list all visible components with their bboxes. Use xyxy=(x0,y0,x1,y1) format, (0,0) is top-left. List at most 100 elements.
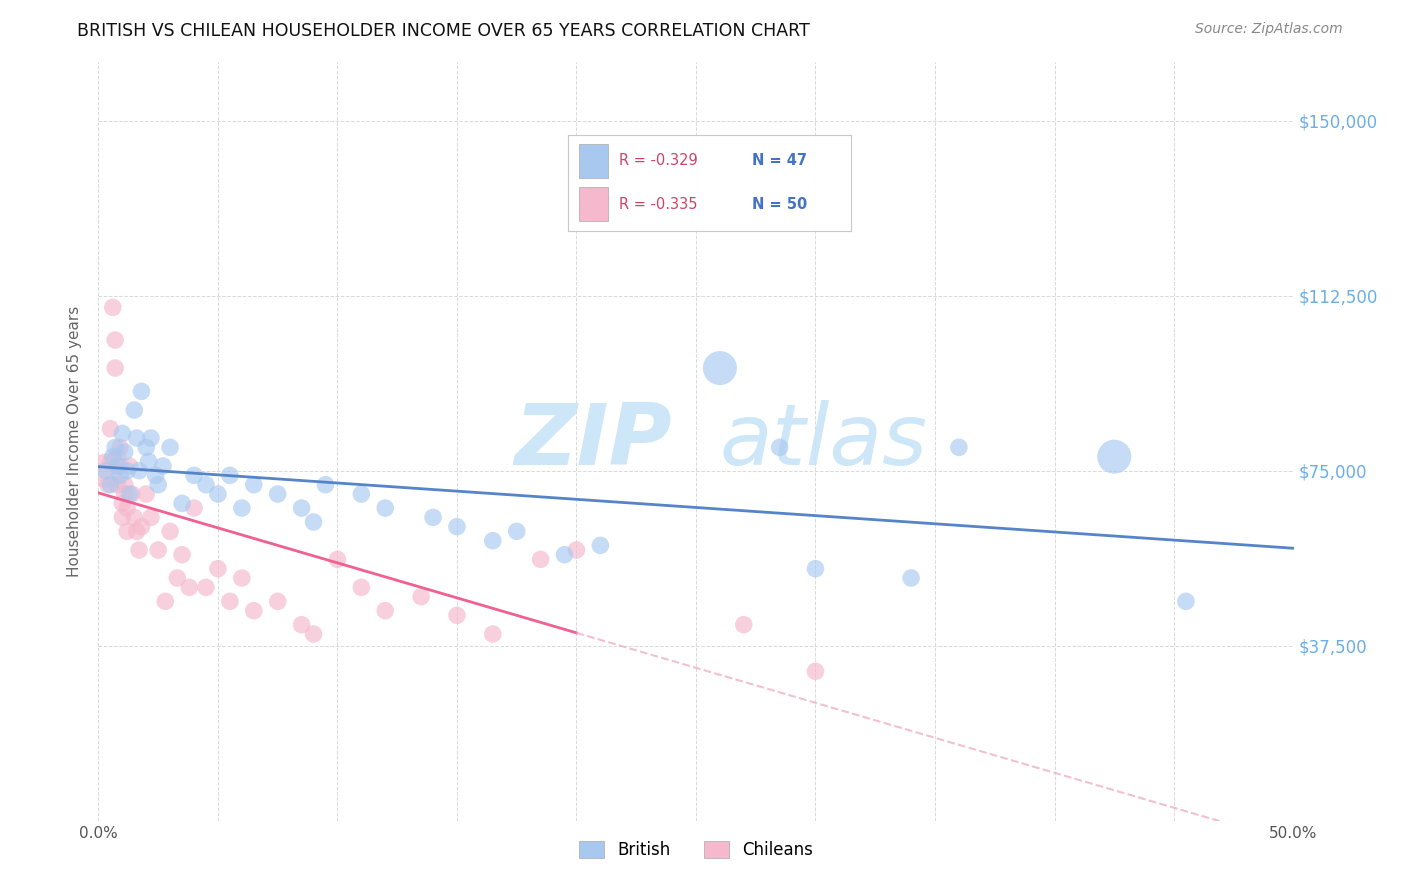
Point xyxy=(125,431,148,445)
Point xyxy=(139,510,162,524)
Point xyxy=(530,552,553,566)
Point xyxy=(97,477,120,491)
Point xyxy=(104,441,127,455)
Text: N = 47: N = 47 xyxy=(752,153,807,168)
Point xyxy=(446,608,468,623)
Point xyxy=(148,477,170,491)
Text: N = 50: N = 50 xyxy=(752,197,807,212)
Point xyxy=(481,627,505,641)
Point xyxy=(101,301,124,315)
Point xyxy=(124,510,146,524)
Point xyxy=(125,524,148,539)
Point xyxy=(131,384,153,399)
Point xyxy=(148,543,170,558)
Point xyxy=(589,538,612,552)
Point xyxy=(243,604,266,618)
Point xyxy=(135,441,157,455)
Point xyxy=(128,464,150,478)
Point xyxy=(948,441,970,455)
Point xyxy=(374,604,396,618)
Point xyxy=(207,562,229,576)
Point xyxy=(114,477,136,491)
Point xyxy=(115,524,138,539)
Point xyxy=(804,665,827,679)
Point xyxy=(291,617,314,632)
Point xyxy=(231,501,253,516)
Point xyxy=(804,562,827,576)
Point xyxy=(179,580,201,594)
Point xyxy=(108,458,131,473)
Point xyxy=(219,468,242,483)
Point xyxy=(350,580,373,594)
Point xyxy=(326,552,349,566)
Point xyxy=(152,458,174,473)
Bar xyxy=(579,187,607,221)
Point xyxy=(267,487,290,501)
Point xyxy=(291,501,314,516)
Point xyxy=(506,524,529,539)
Point xyxy=(709,361,731,376)
Point xyxy=(243,477,266,491)
Point xyxy=(315,477,337,491)
Point xyxy=(107,458,129,473)
Point xyxy=(114,487,136,501)
Point xyxy=(1104,450,1126,464)
Point xyxy=(422,510,444,524)
Text: ZIP: ZIP xyxy=(515,400,672,483)
Point xyxy=(118,487,141,501)
Point xyxy=(159,441,181,455)
Point xyxy=(733,617,755,632)
Point xyxy=(166,571,188,585)
Point xyxy=(101,450,124,464)
Point xyxy=(98,422,122,436)
Point xyxy=(195,580,218,594)
Point xyxy=(172,548,194,562)
Point xyxy=(94,464,117,478)
Point xyxy=(139,431,162,445)
Point xyxy=(159,524,181,539)
Point xyxy=(118,458,141,473)
Point xyxy=(350,487,373,501)
Point xyxy=(138,454,160,468)
Text: R = -0.329: R = -0.329 xyxy=(619,153,697,168)
Point xyxy=(183,501,205,516)
Point xyxy=(183,468,205,483)
Point xyxy=(114,445,136,459)
Point xyxy=(124,403,146,417)
Point xyxy=(219,594,242,608)
Point xyxy=(111,496,134,510)
Point xyxy=(104,361,127,376)
Point xyxy=(231,571,253,585)
Point xyxy=(411,590,433,604)
Text: atlas: atlas xyxy=(720,400,928,483)
Point xyxy=(155,594,177,608)
Point xyxy=(374,501,396,516)
Point xyxy=(107,450,129,464)
Point xyxy=(108,468,131,483)
Text: BRITISH VS CHILEAN HOUSEHOLDER INCOME OVER 65 YEARS CORRELATION CHART: BRITISH VS CHILEAN HOUSEHOLDER INCOME OV… xyxy=(77,22,810,40)
Point xyxy=(900,571,922,585)
Point xyxy=(1175,594,1198,608)
Point xyxy=(172,496,194,510)
Point xyxy=(115,464,138,478)
Point xyxy=(111,426,134,441)
Point xyxy=(98,454,122,468)
Point xyxy=(565,543,588,558)
Point xyxy=(768,441,790,455)
Point xyxy=(135,487,157,501)
Point xyxy=(207,487,229,501)
Point xyxy=(104,333,127,347)
Point xyxy=(481,533,505,548)
Point xyxy=(107,477,129,491)
Text: Source: ZipAtlas.com: Source: ZipAtlas.com xyxy=(1195,22,1343,37)
Point xyxy=(94,464,117,478)
Point xyxy=(131,519,153,533)
Point xyxy=(195,477,218,491)
Legend: British, Chileans: British, Chileans xyxy=(572,834,820,865)
Point xyxy=(302,515,325,529)
Point xyxy=(115,501,138,516)
Point xyxy=(98,477,122,491)
Y-axis label: Householder Income Over 65 years: Householder Income Over 65 years xyxy=(67,306,83,577)
Point xyxy=(128,543,150,558)
Point xyxy=(554,548,576,562)
